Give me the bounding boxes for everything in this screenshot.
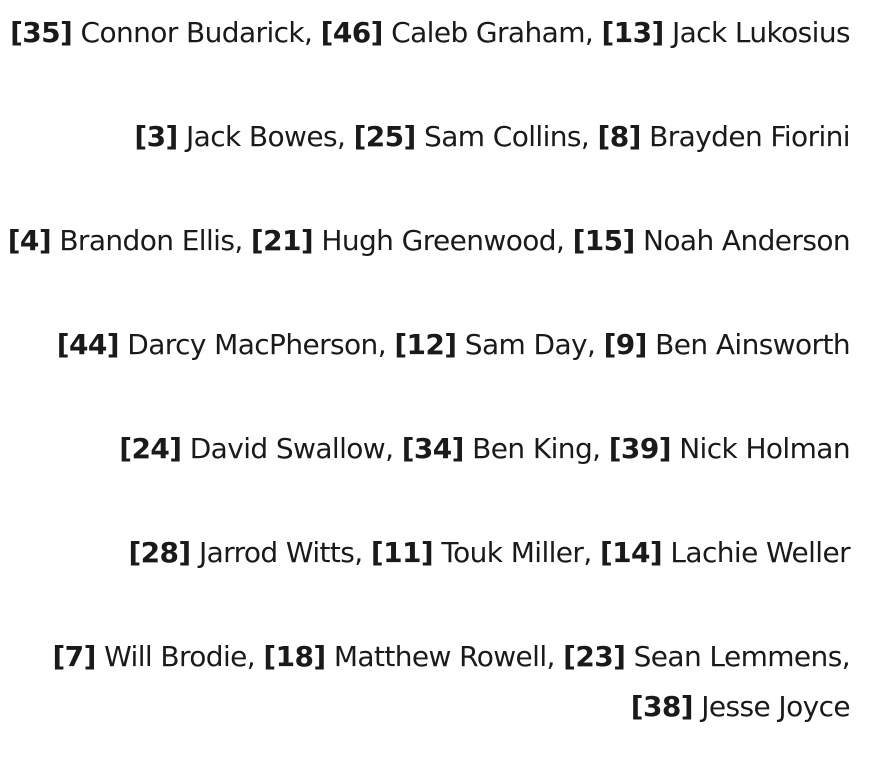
separator: , [304,16,321,49]
player-entry: [21] Hugh Greenwood [250,224,557,257]
player-name: Ben King [463,432,593,465]
lineup-row: [28] Jarrod Witts, [11] Touk Miller, [14… [128,528,850,578]
player-number: [13] [601,16,664,49]
player-entry: [12] Sam Day [394,328,587,361]
player-number: [3] [134,120,178,153]
player-name: Will Brodie [95,640,247,673]
player-entry: [24] David Swallow [119,432,385,465]
player-entry: [18] Matthew Rowell [263,640,547,673]
player-entry: [28] Jarrod Witts [128,536,354,569]
player-entry: [23] Sean Lemmens [563,640,842,673]
player-entry: [46] Caleb Graham [320,16,586,49]
player-name: Connor Budarick [72,16,305,49]
player-number: [14] [599,536,663,569]
player-name: Sean Lemmens [625,640,843,673]
player-number: [46] [320,16,384,49]
player-name: Touk Miller [433,536,584,569]
player-name: Lachie Weller [662,536,850,569]
player-number: [44] [56,328,120,361]
player-entry: [34] Ben King [401,432,593,465]
player-name: Nick Holman [670,432,850,465]
player-name: Darcy MacPherson [118,328,378,361]
separator: , [841,640,851,673]
player-entry: [14] Lachie Weller [599,536,851,569]
player-number: [39] [608,432,672,465]
lineup-row: [24] David Swallow, [34] Ben King, [39] … [119,424,850,474]
player-entry: [25] Sam Collins [353,120,582,153]
player-name: Jarrod Witts [190,536,355,569]
player-name: Jack Bowes [177,120,338,153]
player-number: [7] [52,640,96,673]
separator: , [385,432,402,465]
player-entry: [13] Jack Lukosius [601,16,850,49]
lineup-row: [7] Will Brodie, [18] Matthew Rowell, [2… [10,632,850,732]
player-number: [12] [394,328,457,361]
player-name: Jack Lukosius [663,16,851,49]
separator: , [592,432,609,465]
separator: , [555,224,573,257]
player-number: [18] [263,640,326,673]
player-number: [28] [128,536,191,569]
player-name: Jesse Joyce [692,690,850,723]
player-entry: [15] Noah Anderson [572,224,851,257]
player-entry: [35] Connor Budarick [10,16,305,49]
player-name: Brandon Ellis [51,224,235,257]
player-entry: [4] Brandon Ellis [8,224,235,257]
separator: , [234,224,251,257]
player-name: Sam Collins [415,120,581,153]
player-name: Sam Day [456,328,588,361]
separator: , [246,640,264,673]
player-number: [25] [353,120,417,153]
lineup-row: [44] Darcy MacPherson, [12] Sam Day, [9]… [56,320,851,370]
player-number: [11] [370,536,434,569]
separator: , [377,328,395,361]
player-name: Matthew Rowell [325,640,547,673]
separator: , [584,16,602,49]
separator: , [580,120,598,153]
player-number: [34] [401,432,465,465]
lineup-row: [3] Jack Bowes, [25] Sam Collins, [8] Br… [134,112,850,162]
separator: , [583,536,600,569]
player-entry: [39] Nick Holman [608,432,851,465]
player-entry: [44] Darcy MacPherson [56,328,379,361]
player-number: [21] [250,224,314,257]
player-number: [9] [603,328,648,361]
player-number: [38] [630,690,694,723]
player-name: Brayden Fiorini [640,120,851,153]
player-number: [4] [7,224,52,257]
separator: , [336,120,354,153]
player-entry: [38] Jesse Joyce [630,690,851,723]
player-number: [8] [597,120,642,153]
player-name: Caleb Graham [382,16,585,49]
lineup-row: [4] Brandon Ellis, [21] Hugh Greenwood, … [8,216,851,266]
player-number: [15] [572,224,636,257]
player-number: [23] [563,640,626,673]
separator: , [354,536,371,569]
player-name: Ben Ainsworth [646,328,850,361]
player-number: [24] [119,432,182,465]
separator: , [546,640,564,673]
player-name: Noah Anderson [634,224,851,257]
player-entry: [7] Will Brodie [52,640,247,673]
player-number: [35] [10,16,73,49]
player-entry: [11] Touk Miller [370,536,584,569]
separator: , [586,328,604,361]
player-entry: [3] Jack Bowes [134,120,337,153]
player-name: David Swallow [181,432,386,465]
lineup-row: [35] Connor Budarick, [46] Caleb Graham,… [10,8,851,58]
player-entry: [8] Brayden Fiorini [597,120,851,153]
player-entry: [9] Ben Ainsworth [603,328,851,361]
player-name: Hugh Greenwood [313,224,556,257]
